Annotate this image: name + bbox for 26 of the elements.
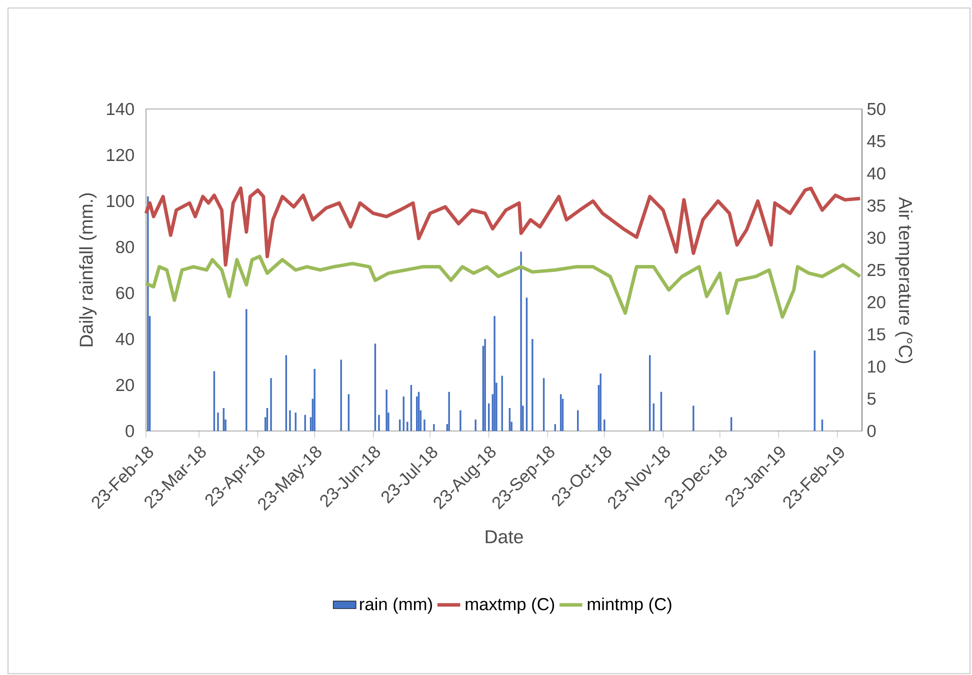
line-series [144, 186, 862, 267]
y-tick-label: 80 [116, 240, 134, 254]
y-tick-label: 120 [107, 148, 134, 162]
y2-tick-label: 40 [867, 167, 886, 180]
legend-label: maxtmp (C) [466, 598, 554, 614]
y2-tick-label: 0 [867, 424, 876, 438]
y2-tick-label: 5 [867, 392, 876, 405]
y-tick-label: 100 [107, 194, 134, 208]
y2-axis-title: Air temperature (°C) [895, 197, 913, 364]
y2-tick-label: 45 [867, 135, 886, 148]
y2-tick-label: 50 [867, 102, 886, 116]
y2-tick-label: 15 [868, 328, 886, 340]
y2-tick-label: 20 [868, 296, 886, 308]
y2-tick-label: 30 [867, 232, 886, 244]
y-tick-label: 60 [116, 286, 134, 300]
y-tick-label: 0 [126, 424, 134, 438]
y2-tick-label: 35 [867, 199, 886, 212]
legend-label: mintmp (C) [588, 598, 672, 614]
y-axis-title: Daily rainfall (mm.) [79, 193, 97, 346]
x-axis-title: Date [486, 530, 523, 544]
y-tick-label: 40 [116, 332, 134, 346]
y2-tick-label: 10 [868, 360, 886, 373]
y-tick-label: 20 [116, 378, 134, 392]
y-tick-label: 140 [107, 102, 134, 116]
y2-tick-label: 25 [868, 264, 886, 276]
legend-label: rain (mm) [360, 598, 432, 614]
